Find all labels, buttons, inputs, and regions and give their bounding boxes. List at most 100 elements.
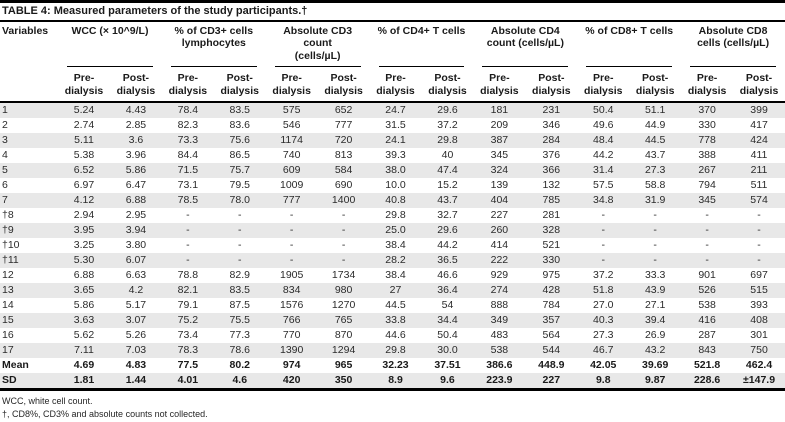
cell: 388 <box>698 148 716 161</box>
cell: - <box>289 253 294 266</box>
cell: 29.8 <box>437 133 458 146</box>
cell: 750 <box>750 343 768 356</box>
cell: - <box>238 208 242 221</box>
cell: 83.5 <box>229 283 250 296</box>
group-header-cd3-percent: % of CD3+ cells lymphocytes <box>162 22 266 70</box>
table-row: 12 6.88 6.63 78.8 82.9 1905 1734 38.4 46… <box>0 268 785 283</box>
table-title: TABLE 4: Measured parameters of the stud… <box>0 0 785 22</box>
cell: 740 <box>282 148 301 161</box>
cell: 980 <box>334 283 353 296</box>
cell: 511 <box>750 178 768 191</box>
cell: 57.5 <box>593 178 614 191</box>
cell: 794 <box>698 178 716 191</box>
cell: 132 <box>542 178 561 191</box>
cell: - <box>601 223 605 236</box>
cell: 1734 <box>331 268 356 281</box>
cell: 42.05 <box>590 358 617 371</box>
table-row: 2 2.74 2.85 82.3 83.6 546 777 31.5 37.2 … <box>0 118 785 133</box>
cell: 7.11 <box>74 343 94 356</box>
table-row: 1 5.24 4.43 78.4 83.5 575 652 24.7 29.6 … <box>0 101 785 118</box>
cell: - <box>705 208 709 221</box>
cell: 82.3 <box>177 118 199 131</box>
cell: 209 <box>490 118 509 131</box>
cell: 33.3 <box>644 268 666 281</box>
cell: 785 <box>542 193 561 206</box>
cell: 51.1 <box>644 103 666 116</box>
cell: 29.8 <box>385 208 406 221</box>
cell: 77.3 <box>229 328 250 341</box>
cell: 690 <box>334 178 353 191</box>
row-variable: 2 <box>2 118 8 131</box>
cell: 3.95 <box>73 223 95 236</box>
cell: 843 <box>698 343 716 356</box>
cell: 346 <box>542 118 561 131</box>
cell: 267 <box>698 163 716 176</box>
cell: - <box>705 223 709 236</box>
cell: 4.83 <box>125 358 147 371</box>
cell: 2.95 <box>125 208 147 221</box>
table-row: 4 5.38 3.96 84.4 86.5 740 813 39.3 40 34… <box>0 148 785 163</box>
cell: 399 <box>750 103 768 116</box>
group-header-cd4-absolute: Absolute CD4 count (cells/µL) <box>473 22 577 70</box>
table-row: 17 7.11 7.03 78.3 78.6 1390 1294 29.8 30… <box>0 342 785 358</box>
cell: 31.5 <box>385 118 406 131</box>
cell: 27.0 <box>593 298 614 311</box>
cell: 345 <box>698 193 716 206</box>
cell: 404 <box>490 193 509 206</box>
cell: 43.2 <box>644 343 666 356</box>
cell: 574 <box>750 193 768 206</box>
pre-dialysis-header: Pre- dialysis <box>577 70 630 103</box>
cell: 51.8 <box>593 283 614 296</box>
cell: 521 <box>542 238 561 251</box>
cell: 40.3 <box>593 313 614 326</box>
cell: ±147.9 <box>733 372 785 391</box>
cell: - <box>238 253 242 266</box>
cell: 75.7 <box>229 163 250 176</box>
cell: 301 <box>750 328 768 341</box>
cell: 4.6 <box>213 372 266 391</box>
cell: 324 <box>490 163 509 176</box>
cell: 8.9 <box>369 372 422 391</box>
row-variable: 5 <box>2 163 8 176</box>
cell: 139 <box>490 178 509 191</box>
cell: 228.6 <box>681 372 734 391</box>
post-dialysis-header: Post- dialysis <box>525 70 578 103</box>
pre-dialysis-header: Pre- dialysis <box>681 70 734 103</box>
group-header-cd8-percent: % of CD8+ T cells <box>577 22 681 70</box>
cell: - <box>289 238 294 251</box>
table-row: 14 5.86 5.17 79.1 87.5 1576 1270 44.5 54… <box>0 298 785 313</box>
sub-header-row: Pre- dialysis Post- dialysis Pre- dialys… <box>0 70 785 103</box>
table-row: SD 1.81 1.44 4.01 4.6 420 350 8.9 9.6 22… <box>0 372 785 391</box>
cell: 38.4 <box>385 238 406 251</box>
cell: 965 <box>334 358 353 371</box>
cell: 386.6 <box>486 358 513 371</box>
cell: 544 <box>542 343 561 356</box>
cell: 5.62 <box>73 328 95 341</box>
cell: 75.6 <box>229 133 250 146</box>
table-row: †9 3.95 3.94 - - - - 25.0 29.6 260 328 -… <box>0 222 785 238</box>
cell: 387 <box>490 133 509 146</box>
cell: 32.7 <box>437 208 458 221</box>
cell: 521.8 <box>693 358 721 371</box>
cell: 9.8 <box>577 372 630 391</box>
row-variable: Mean <box>2 358 29 371</box>
cell: 43.7 <box>437 193 458 206</box>
cell: 78.3 <box>177 343 199 356</box>
pre-dialysis-header: Pre- dialysis <box>58 70 110 103</box>
group-header-row: Variables WCC (× 10^9/L) % of CD3+ cells… <box>0 22 785 103</box>
table-row: †8 2.94 2.95 - - - - 29.8 32.7 227 281 -… <box>0 208 785 223</box>
cell: 80.2 <box>229 358 250 371</box>
cell: 3.25 <box>73 238 95 251</box>
group-header-wcc: WCC (× 10^9/L) <box>58 22 162 70</box>
table-row: 6 6.97 6.47 73.1 79.5 1009 690 10.0 15.2… <box>0 178 785 193</box>
cell: - <box>757 208 761 221</box>
cell: 3.6 <box>128 133 144 146</box>
cell: 227 <box>525 372 578 391</box>
row-variable: 3 <box>2 133 8 146</box>
cell: 408 <box>750 313 768 326</box>
cell: 27 <box>389 283 402 296</box>
cell: 765 <box>334 313 353 326</box>
cell: 1.44 <box>109 372 162 391</box>
cell: - <box>341 208 346 221</box>
cell: 6.07 <box>125 253 147 266</box>
